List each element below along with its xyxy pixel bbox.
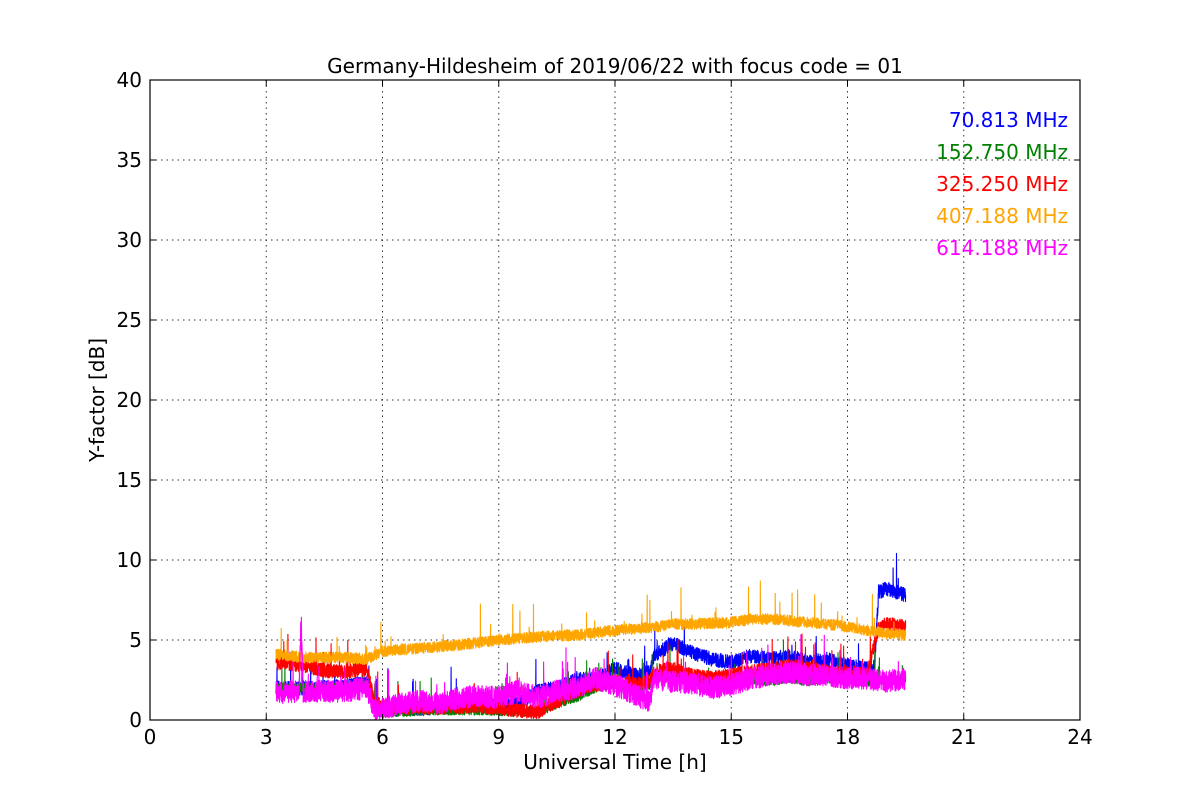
y-tick-label: 5 (129, 628, 142, 652)
chart-title: Germany-Hildesheim of 2019/06/22 with fo… (327, 54, 903, 78)
y-tick-label: 40 (117, 68, 142, 92)
x-tick-label: 9 (492, 725, 505, 749)
series-line (275, 580, 907, 666)
ticks: 0 3 6 9 12 15 18 21 24 0 5 10 15 20 25 30 35 40 (117, 68, 1093, 749)
y-tick-label: 30 (117, 228, 142, 252)
x-tick-label: 3 (260, 725, 273, 749)
y-tick-label: 0 (129, 708, 142, 732)
x-tick-label: 21 (951, 725, 976, 749)
x-tick-label: 15 (719, 725, 744, 749)
x-tick-label: 18 (835, 725, 860, 749)
x-tick-label: 24 (1067, 725, 1092, 749)
legend: 70.813 MHz 152.750 MHz 325.250 MHz 407.188 … (936, 108, 1068, 260)
y-tick-label: 10 (117, 548, 142, 572)
x-tick-label: 0 (144, 725, 157, 749)
x-axis-label: Universal Time [h] (523, 750, 706, 774)
legend-entry: 152.750 MHz (936, 140, 1068, 164)
y-tick-label: 20 (117, 388, 142, 412)
plot-series (275, 552, 907, 721)
series-line (275, 616, 907, 721)
grid (150, 80, 1080, 720)
y-axis-label: Y-factor [dB] (85, 338, 109, 463)
y-tick-label: 35 (117, 148, 142, 172)
y-tick-label: 15 (117, 468, 142, 492)
legend-entry: 325.250 MHz (936, 172, 1068, 196)
y-tick-label: 25 (117, 308, 142, 332)
x-tick-label: 12 (602, 725, 627, 749)
legend-entry: 407.188 MHz (936, 204, 1068, 228)
x-tick-label: 6 (376, 725, 389, 749)
legend-entry: 614.188 MHz (936, 236, 1068, 260)
legend-entry: 70.813 MHz (949, 108, 1068, 132)
